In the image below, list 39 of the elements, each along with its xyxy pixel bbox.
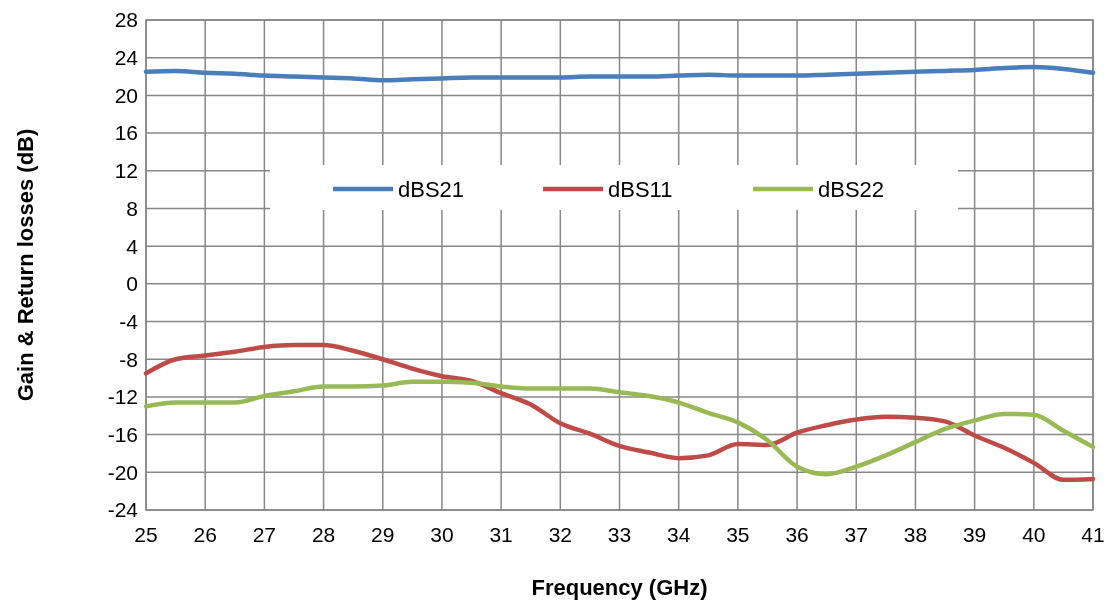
x-tick-label: 39 bbox=[962, 523, 987, 546]
x-tick-label: 30 bbox=[430, 523, 454, 546]
x-tick-label: 29 bbox=[371, 523, 395, 546]
legend-label: dBS11 bbox=[608, 176, 673, 202]
x-tick-label: 31 bbox=[489, 523, 513, 546]
y-tick-label: -4 bbox=[119, 309, 139, 333]
x-tick-label: 25 bbox=[134, 523, 158, 546]
line-series bbox=[143, 342, 1096, 483]
y-tick-label: 0 bbox=[126, 272, 138, 296]
y-tick-label: -24 bbox=[107, 498, 139, 522]
x-tick-label: 26 bbox=[193, 523, 217, 546]
legend-label: dBS22 bbox=[818, 176, 885, 202]
legend-label: dBS21 bbox=[398, 176, 465, 202]
y-tick-label: 20 bbox=[114, 83, 138, 107]
y-tick-label: -12 bbox=[107, 385, 138, 409]
y-tick-label: 8 bbox=[126, 196, 138, 220]
x-tick-label: 27 bbox=[252, 523, 277, 546]
line-series bbox=[143, 64, 1096, 83]
y-tick-label: 16 bbox=[114, 121, 138, 145]
x-tick-label: 40 bbox=[1022, 523, 1046, 546]
x-tick-label: 32 bbox=[548, 523, 572, 546]
x-tick-label: 33 bbox=[607, 523, 632, 546]
x-tick-label: 37 bbox=[844, 523, 868, 546]
y-tick-label: 12 bbox=[114, 159, 138, 183]
x-tick-label: 36 bbox=[785, 523, 809, 546]
y-tick-label: -20 bbox=[107, 460, 138, 484]
y-axis-title: Gain & Return losses (dB) bbox=[13, 128, 38, 402]
x-tick-label: 34 bbox=[667, 523, 691, 546]
y-tick-label: -8 bbox=[119, 347, 138, 371]
x-axis-title: Frequency (GHz) bbox=[531, 575, 708, 600]
x-tick-label: 38 bbox=[903, 523, 928, 546]
x-tick-label: 28 bbox=[311, 523, 336, 546]
line-series bbox=[143, 379, 1096, 477]
x-tick-label: 35 bbox=[726, 523, 750, 546]
y-tick-label: 4 bbox=[126, 234, 139, 258]
y-tick-label: 28 bbox=[114, 8, 138, 32]
y-tick-label: -16 bbox=[107, 422, 138, 446]
y-tick-label: 24 bbox=[114, 46, 139, 70]
x-tick-label: 41 bbox=[1081, 523, 1105, 546]
